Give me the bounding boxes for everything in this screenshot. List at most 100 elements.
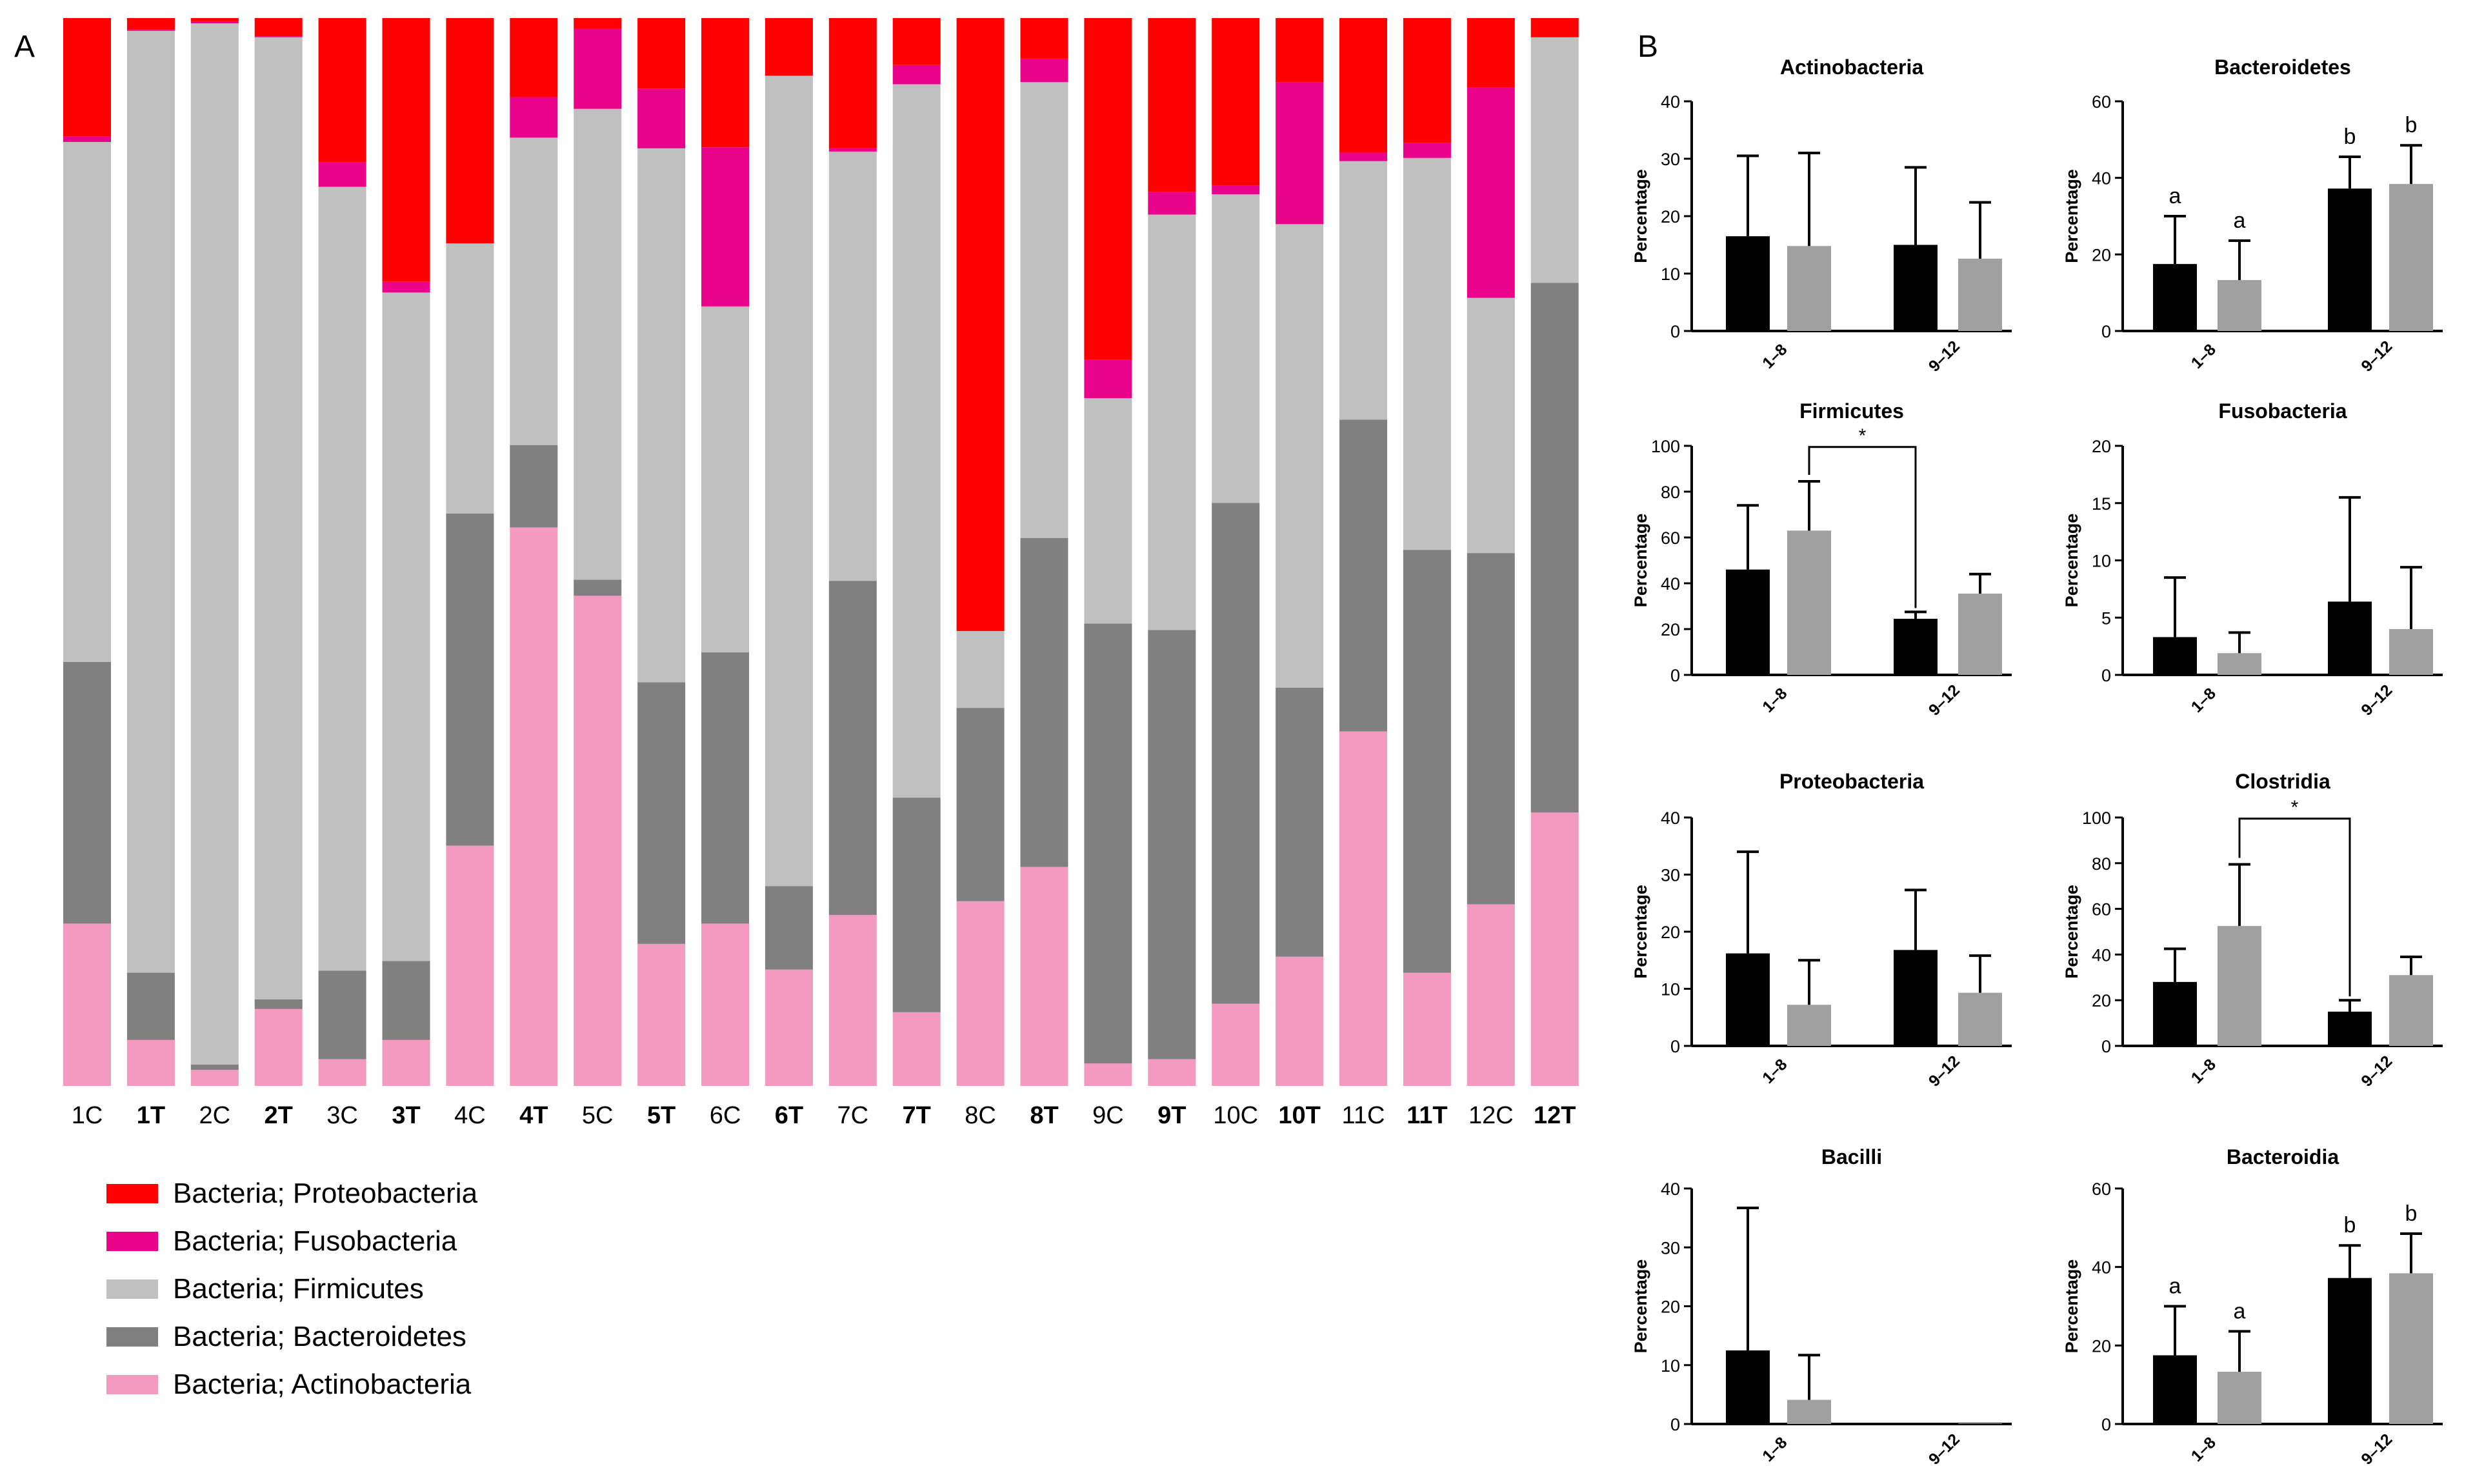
x-tick-label-2C: 2C (199, 1102, 231, 1129)
stack-segment-6T-proteobacteria (765, 18, 813, 76)
bar-9–12-s1 (2328, 188, 2372, 331)
stack-segment-11T-fusobacteria (1403, 143, 1451, 158)
bar-1–8-s1 (1726, 1350, 1770, 1424)
x-tick-label-9T: 9T (1157, 1102, 1186, 1129)
y-tick-label: 40 (1661, 92, 1680, 112)
panel-title: Bacteroidia (2227, 1145, 2339, 1168)
stack-segment-1T-proteobacteria (126, 18, 175, 30)
stack-segment-3C-firmicutes (318, 186, 366, 971)
panel-a-label: A (14, 30, 35, 64)
stack-segment-12C-proteobacteria (1467, 18, 1515, 88)
y-tick-label: 60 (2092, 1179, 2111, 1199)
legend: Bacteria; Proteobacteria Bacteria; Fusoba… (106, 1178, 478, 1400)
x-tick-label-10T: 10T (1278, 1102, 1320, 1129)
y-tick-label: 0 (2101, 1037, 2111, 1056)
bar-1–8-s2 (1787, 1005, 1831, 1046)
y-tick-label: 10 (1661, 980, 1680, 999)
x-tick-label-11C: 11C (1342, 1102, 1385, 1129)
x-tick-label: 1–8 (1759, 1056, 1790, 1087)
stack-segment-10T-actinobacteria (1276, 956, 1324, 1086)
x-tick-label-3T: 3T (392, 1102, 420, 1129)
panel-firmicutes: Firmicutes 0 20 40 60 80 100 Percentage 1–8 9–12 * (1631, 399, 2012, 719)
stack-segment-9C-fusobacteria (1084, 359, 1132, 399)
stack-segment-9C-firmicutes (1084, 398, 1132, 624)
stack-segment-11C-fusobacteria (1339, 152, 1387, 161)
bar-9–12-s2 (2389, 629, 2433, 675)
panel-title: Fusobacteria (2218, 399, 2347, 423)
y-tick-label: 20 (2092, 991, 2111, 1010)
bar-1–8-s1 (2153, 264, 2197, 331)
y-tick-label: 0 (1670, 1037, 1680, 1056)
bar-9–12-s1 (1894, 1423, 1938, 1424)
stack-segment-2T-bacteroidetes (254, 999, 303, 1009)
bar-9–12-s1 (1894, 619, 1938, 675)
stack-segment-12T-actinobacteria (1530, 812, 1579, 1086)
stack-segment-9C-proteobacteria (1084, 18, 1132, 360)
stack-segment-11C-proteobacteria (1339, 18, 1387, 153)
stack-segment-6T-actinobacteria (765, 969, 813, 1086)
stack-segment-10C-actinobacteria (1212, 1003, 1260, 1086)
y-tick-label: 20 (2092, 1336, 2111, 1356)
panel-title: Clostridia (2235, 770, 2330, 793)
stack-segment-5C-bacteroidetes (574, 579, 622, 596)
y-tick-label: 40 (2092, 1258, 2111, 1278)
stack-segment-12C-firmicutes (1467, 297, 1515, 554)
stack-segment-1T-firmicutes (126, 30, 175, 973)
stack-segment-7T-actinobacteria (892, 1012, 941, 1086)
panel-title: Bacteroidetes (2214, 55, 2351, 79)
panel-fusobacteria: Fusobacteria 0 5 10 15 20 Percentage 1–8 9–12 (2062, 399, 2443, 719)
x-tick-label-2T: 2T (265, 1102, 293, 1129)
stack-segment-10T-firmicutes (1276, 224, 1324, 688)
x-tick-label-6C: 6C (710, 1102, 741, 1129)
x-tick-label: 9–12 (1925, 681, 1963, 719)
x-tick-label: 9–12 (1925, 337, 1963, 376)
significance-star: * (1859, 425, 1867, 446)
stack-segment-9T-bacteroidetes (1148, 630, 1196, 1059)
panel-bacteroidia: Bacteroidia 0 20 40 60 Percentage 1–8 a a 9–12 b b (2062, 1145, 2443, 1469)
stack-segment-5T-firmicutes (637, 148, 686, 683)
stack-segment-3T-proteobacteria (382, 18, 430, 282)
x-tick-label: 9–12 (1925, 1052, 1963, 1090)
y-tick-label: 0 (1670, 322, 1680, 341)
stack-segment-11C-firmicutes (1339, 161, 1387, 420)
x-tick-label: 1–8 (2188, 1056, 2219, 1087)
stack-segment-12C-actinobacteria (1467, 904, 1515, 1086)
bar-9–12-s2 (1958, 992, 2002, 1046)
x-tick-label: 1–8 (1759, 685, 1790, 716)
panel-b-label: B (1638, 30, 1658, 64)
stack-segment-2C-fusobacteria (190, 21, 239, 24)
legend-swatch-4 (106, 1375, 158, 1394)
bar-9–12-s2 (1958, 1423, 2002, 1424)
y-tick-label: 0 (2101, 322, 2111, 341)
stack-segment-10T-fusobacteria (1276, 82, 1324, 225)
stack-segment-8C-bacteroidetes (956, 708, 1005, 901)
stack-segment-11T-actinobacteria (1403, 972, 1451, 1086)
x-tick-label: 9–12 (2358, 1430, 2396, 1469)
stack-segment-1C-bacteroidetes (63, 661, 111, 924)
stack-segment-4T-firmicutes (510, 137, 558, 446)
stack-segment-8T-firmicutes (1020, 82, 1068, 538)
stack-segment-8T-actinobacteria (1020, 867, 1068, 1086)
stack-segment-1C-firmicutes (63, 141, 111, 662)
panel-actinobacteria: Actinobacteria 0 10 20 30 40 Percentage 1–8 9–12 (1631, 55, 2012, 376)
bar-1–8-s1 (2153, 1355, 2197, 1424)
significance-letter: a (2169, 184, 2181, 208)
stack-segment-2C-firmicutes (190, 23, 239, 1065)
panel-title: Firmicutes (1799, 399, 1904, 423)
stack-segment-6T-bacteroidetes (765, 886, 813, 970)
stack-segment-7C-proteobacteria (828, 18, 877, 148)
stack-segment-4C-bacteroidetes (446, 513, 494, 846)
y-tick-label: 0 (2101, 666, 2111, 685)
stack-segment-10T-bacteroidetes (1276, 687, 1324, 957)
significance-letter: a (2234, 208, 2246, 233)
stack-segment-6T-firmicutes (765, 75, 813, 887)
panel-bacteroidetes: Bacteroidetes 0 20 40 60 Percentage 1–8 a a 9–12 b… (2062, 55, 2443, 376)
y-axis-label: Percentage (1631, 885, 1650, 979)
stack-segment-4C-actinobacteria (446, 845, 494, 1086)
stack-segment-5C-actinobacteria (574, 596, 622, 1086)
x-tick-label: 9–12 (2358, 1052, 2396, 1090)
stack-segment-11T-bacteroidetes (1403, 550, 1451, 973)
stack-segment-9T-proteobacteria (1148, 18, 1196, 192)
bar-1–8-s2 (2218, 280, 2261, 331)
